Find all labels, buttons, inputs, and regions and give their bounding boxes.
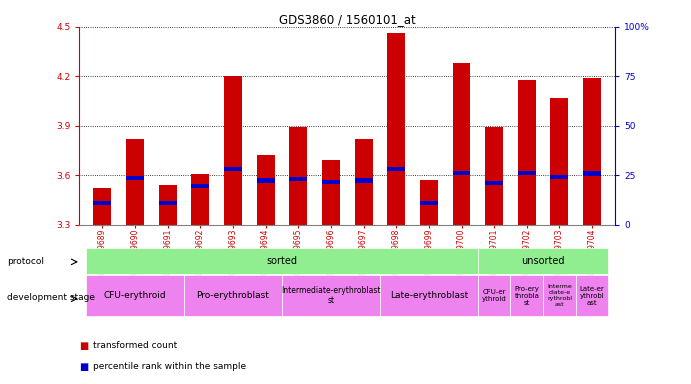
Text: sorted: sorted xyxy=(267,256,297,266)
Bar xyxy=(551,175,569,179)
Text: ■: ■ xyxy=(79,341,88,351)
Bar xyxy=(93,189,111,225)
Text: transformed count: transformed count xyxy=(93,341,178,350)
Bar xyxy=(420,180,438,225)
Bar xyxy=(380,275,478,316)
Bar xyxy=(485,127,503,225)
Bar xyxy=(93,201,111,205)
Bar xyxy=(191,184,209,188)
Text: Intermediate-erythroblast
st: Intermediate-erythroblast st xyxy=(281,286,381,305)
Bar xyxy=(354,139,372,225)
Bar xyxy=(256,179,274,182)
Bar xyxy=(290,177,307,181)
Bar xyxy=(511,275,543,316)
Title: GDS3860 / 1560101_at: GDS3860 / 1560101_at xyxy=(279,13,415,26)
Text: protocol: protocol xyxy=(7,257,44,266)
Text: Late-erythroblast: Late-erythroblast xyxy=(390,291,468,300)
Bar xyxy=(420,201,438,205)
Bar xyxy=(387,167,405,170)
Text: percentile rank within the sample: percentile rank within the sample xyxy=(93,362,247,371)
Bar xyxy=(290,127,307,225)
Bar xyxy=(224,76,242,225)
Bar xyxy=(256,156,274,225)
Bar xyxy=(478,275,511,316)
Text: Pro-erythroblast: Pro-erythroblast xyxy=(196,291,269,300)
Bar xyxy=(583,78,601,225)
Text: CFU-er
ythroid: CFU-er ythroid xyxy=(482,289,507,302)
Bar xyxy=(191,174,209,225)
Bar xyxy=(478,248,609,274)
Bar xyxy=(518,170,536,175)
Bar xyxy=(126,139,144,225)
Bar xyxy=(518,79,536,225)
Bar xyxy=(282,275,380,316)
Bar xyxy=(322,180,340,184)
Bar xyxy=(86,275,184,316)
Bar xyxy=(485,180,503,185)
Bar xyxy=(551,98,569,225)
Bar xyxy=(184,275,282,316)
Text: unsorted: unsorted xyxy=(522,256,565,266)
Text: CFU-erythroid: CFU-erythroid xyxy=(104,291,167,300)
Bar xyxy=(387,33,405,225)
Bar xyxy=(453,170,471,175)
Text: development stage: development stage xyxy=(7,293,95,302)
Bar xyxy=(354,179,372,182)
Bar xyxy=(322,161,340,225)
Bar xyxy=(576,275,609,316)
Text: Interme
diate-e
rythrobl
ast: Interme diate-e rythrobl ast xyxy=(547,285,572,307)
Text: Pro-ery
throbla
st: Pro-ery throbla st xyxy=(514,286,539,306)
Bar xyxy=(126,175,144,180)
Bar xyxy=(453,63,471,225)
Bar xyxy=(583,172,601,175)
Bar xyxy=(224,167,242,170)
Bar xyxy=(159,185,177,225)
Text: Late-er
ythrobl
ast: Late-er ythrobl ast xyxy=(580,286,605,306)
Bar xyxy=(86,248,478,274)
Text: ■: ■ xyxy=(79,362,88,372)
Bar xyxy=(159,201,177,205)
Bar xyxy=(543,275,576,316)
